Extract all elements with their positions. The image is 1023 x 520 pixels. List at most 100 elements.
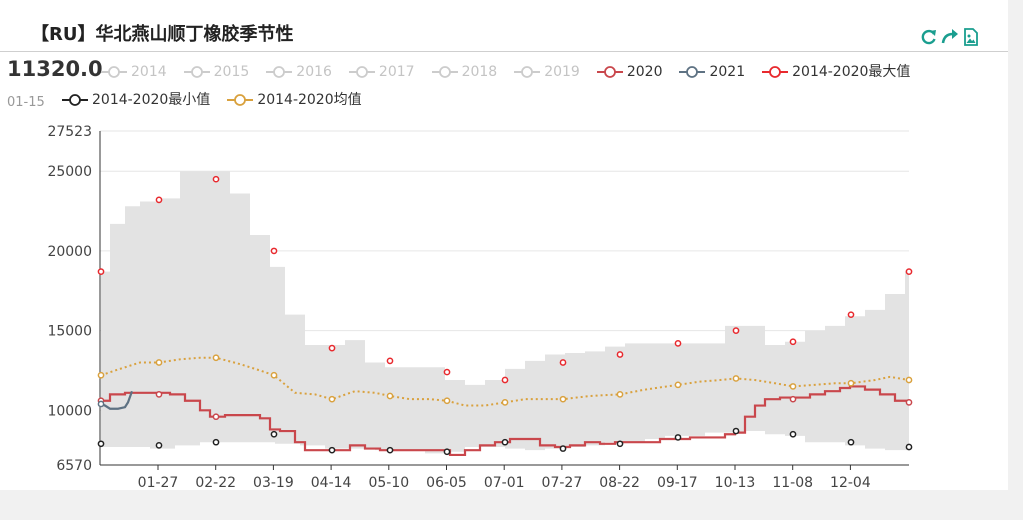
legend-item-2016[interactable]: 2016: [266, 58, 332, 86]
x-tick-label: 03-19: [253, 475, 294, 490]
title-divider: [0, 51, 1008, 52]
legend-label: 2019: [544, 64, 580, 80]
legend-item-2017[interactable]: 2017: [348, 58, 415, 86]
legend-label: 2014-2020最小值: [92, 92, 211, 108]
marker-2014-2020最小值: [270, 430, 278, 438]
marker-2014-2020最小值: [386, 446, 394, 454]
marker-2020: [789, 395, 797, 403]
marker-2014-2020最小值: [97, 440, 105, 448]
marker-2014-2020最小值: [155, 442, 163, 449]
legend-marker-icon: [348, 66, 375, 78]
x-tick-label: 10-13: [715, 475, 756, 490]
marker-2014-2020最大值: [270, 247, 278, 255]
chart-legend: 2014 2015 2016 2017 2018 2019 2020 2021 2014-202…: [62, 58, 1001, 114]
y-tick-label: 27523: [47, 124, 92, 140]
legend-label: 2015: [213, 64, 250, 80]
marker-2014-2020最大值: [328, 344, 336, 352]
marker-2014-2020最小值: [443, 448, 451, 456]
y-tick-label: 6570: [56, 458, 92, 474]
legend-item-2014-2020最大值[interactable]: 2014-2020最大值: [762, 58, 910, 86]
marker-2014-2020最小值: [847, 438, 855, 446]
legend-marker-icon: [514, 66, 541, 78]
marker-2014-2020均值: [97, 371, 105, 379]
legend-label: 2016: [296, 64, 332, 80]
legend-label: 2020: [626, 64, 663, 80]
legend-item-2014-2020最小值[interactable]: 2014-2020最小值: [62, 86, 210, 114]
seasonal-chart: 6570 10000 15000 20000 25000 27523 01-27 02-22 0…: [47, 124, 913, 490]
marker-2014-2020最小值: [501, 438, 509, 446]
legend-item-2014[interactable]: 2014: [101, 58, 167, 86]
marker-2014-2020均值: [847, 379, 855, 387]
marker-2014-2020均值: [732, 375, 740, 382]
legend-item-2020[interactable]: 2020: [596, 58, 663, 86]
marker-2014-2020均值: [443, 397, 451, 405]
legend-label: 2021: [709, 64, 746, 80]
page-title: 【RU】华北燕山顺丁橡胶季节性: [31, 24, 294, 45]
marker-2014-2020最大值: [789, 338, 797, 346]
legend-marker-icon: [596, 66, 623, 78]
marker-2014-2020最小值: [732, 427, 740, 435]
x-tick-label: 07-27: [542, 475, 583, 490]
marker-2014-2020均值: [270, 371, 278, 379]
legend-marker-icon: [101, 66, 127, 78]
legend-item-2018[interactable]: 2018: [431, 58, 498, 86]
x-tick-label: 08-22: [599, 475, 640, 490]
marker-2014-2020最小值: [212, 438, 220, 446]
marker-2014-2020均值: [501, 399, 509, 406]
legend-item-2019[interactable]: 2019: [514, 58, 580, 86]
legend-item-2014-2020均值[interactable]: 2014-2020均值: [227, 86, 362, 114]
legend-marker-icon: [266, 66, 293, 78]
x-tick-label: 11-08: [772, 475, 813, 490]
marker-2020: [212, 413, 220, 421]
x-tick-label: 09-17: [657, 475, 698, 490]
marker-2014-2020均值: [905, 376, 913, 384]
save-image-icon[interactable]: [962, 28, 980, 46]
legend-label: 2014-2020最大值: [792, 64, 911, 80]
y-tick-label: 25000: [47, 164, 92, 180]
x-tick-label: 07-01: [484, 475, 525, 490]
marker-2014-2020最大值: [616, 351, 624, 358]
legend-marker-icon: [62, 94, 88, 106]
marker-2014-2020最大值: [155, 196, 163, 204]
legend-label: 2018: [461, 64, 498, 80]
refresh-icon[interactable]: [920, 28, 938, 46]
marker-2021: [97, 400, 105, 408]
legend-label: 2017: [378, 64, 415, 80]
marker-2014-2020最大值: [559, 359, 567, 366]
marker-2014-2020最小值: [905, 443, 913, 451]
x-tick-label: 01-27: [138, 475, 179, 490]
marker-2014-2020最小值: [559, 445, 567, 452]
y-tick-label: 15000: [47, 324, 92, 340]
marker-2014-2020均值: [386, 392, 394, 400]
marker-2014-2020最大值: [501, 376, 509, 384]
marker-2014-2020均值: [328, 395, 336, 403]
marker-2014-2020均值: [559, 395, 567, 403]
marker-2014-2020均值: [155, 359, 163, 366]
marker-2014-2020均值: [674, 381, 682, 389]
legend-label: 2014: [131, 64, 167, 80]
range-band: [101, 171, 909, 454]
y-tick-label: 20000: [47, 244, 92, 260]
chart-card: 【RU】华北燕山顺丁橡胶季节性 11320.0 01-15 2014 2015 20…: [0, 0, 1008, 490]
marker-2014-2020最小值: [789, 430, 797, 438]
marker-2014-2020均值: [789, 383, 797, 390]
x-tick-label: 04-14: [311, 475, 352, 490]
marker-2014-2020最大值: [97, 268, 105, 275]
marker-2014-2020均值: [616, 391, 624, 398]
marker-2014-2020均值: [212, 354, 220, 362]
marker-2014-2020最大值: [732, 327, 740, 334]
legend-item-2015[interactable]: 2015: [183, 58, 250, 86]
legend-marker-icon: [762, 66, 789, 78]
marker-2014-2020最大值: [905, 268, 913, 275]
marker-2020: [905, 399, 913, 406]
legend-marker-icon: [183, 66, 210, 78]
marker-2014-2020最大值: [674, 340, 682, 347]
marker-2014-2020最大值: [386, 357, 394, 365]
marker-2014-2020最小值: [328, 446, 336, 454]
marker-2014-2020最大值: [847, 311, 855, 319]
x-tick-label: 05-10: [368, 475, 409, 490]
legend-label: 2014-2020均值: [257, 92, 362, 108]
marker-2014-2020最小值: [674, 434, 682, 441]
legend-item-2021[interactable]: 2021: [679, 58, 745, 86]
share-icon[interactable]: [941, 28, 959, 46]
